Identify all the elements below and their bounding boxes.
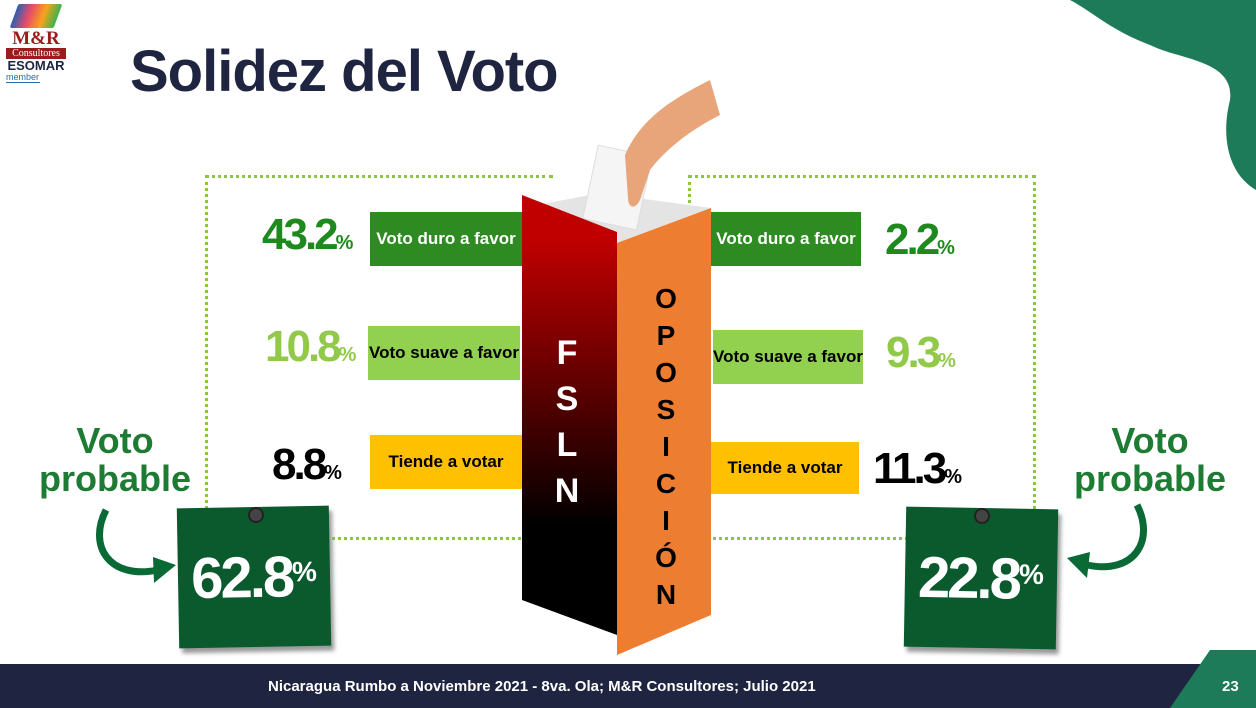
- oposicion-suave-label: Voto suave a favor: [713, 330, 863, 384]
- oposicion-letter: I: [662, 431, 670, 462]
- oposicion-tiende-pct: 11.3%: [873, 444, 963, 493]
- oposicion-letter: C: [655, 468, 677, 499]
- oposicion-suave-pct: 9.3%: [886, 328, 956, 377]
- pin-icon: [248, 507, 264, 523]
- fsln-face: [522, 195, 617, 635]
- oposicion-probable-note: 22.8%: [903, 506, 1059, 650]
- oposicion-letter: S: [656, 394, 676, 425]
- oposicion-duro-label: Voto duro a favor: [711, 212, 861, 266]
- oposicion-letter: O: [655, 283, 677, 314]
- hand-icon: [625, 80, 720, 207]
- oposicion-letter: O: [655, 357, 677, 388]
- fsln-tiende-label: Tiende a votar: [370, 435, 522, 489]
- fsln-suave-pct: 10.8%: [265, 322, 357, 371]
- oposicion-letter: Ó: [655, 542, 677, 573]
- oposicion-probable-heading: Voto probable: [1073, 420, 1226, 499]
- fsln-probable-heading: Voto probable: [38, 420, 191, 499]
- oposicion-letter: N: [655, 579, 677, 610]
- ballot-box: [522, 80, 720, 655]
- curved-arrow-icon: [96, 508, 176, 583]
- footer: Nicaragua Rumbo a Noviembre 2021 - 8va. …: [0, 650, 1256, 708]
- fsln-probable-note: 62.8%: [176, 505, 332, 649]
- oposicion-letter: I: [662, 505, 670, 536]
- oposicion-letter: P: [656, 320, 676, 351]
- logo-esomar: ESOMAR: [7, 58, 65, 73]
- page-number: 23: [1222, 678, 1239, 695]
- logo-brand: M&R: [12, 28, 60, 49]
- oposicion-duro-pct: 2.2%: [885, 215, 955, 264]
- logo: M&R Consultores ESOMAR member: [6, 4, 66, 83]
- oposicion-face: [617, 208, 711, 655]
- logo-sub: Consultores: [6, 48, 66, 59]
- pin-icon: [974, 508, 990, 524]
- oposicion-tiende-label: Tiende a votar: [711, 442, 859, 494]
- curved-arrow-icon: [1067, 503, 1148, 578]
- page-title: Solidez del Voto: [130, 39, 559, 104]
- fsln-duro-label: Voto duro a favor: [370, 212, 522, 266]
- logo-chart-icon: [9, 4, 63, 28]
- fsln-vertical-label: FSLN: [554, 334, 580, 510]
- fsln-duro-pct: 43.2%: [262, 210, 354, 259]
- logo-member: member: [6, 72, 40, 83]
- fsln-suave-label: Voto suave a favor: [368, 326, 520, 380]
- footer-text: Nicaragua Rumbo a Noviembre 2021 - 8va. …: [268, 678, 816, 695]
- corner-decoration: [1030, 0, 1256, 190]
- fsln-tiende-pct: 8.8%: [272, 440, 342, 489]
- footer-corner: [1170, 650, 1256, 708]
